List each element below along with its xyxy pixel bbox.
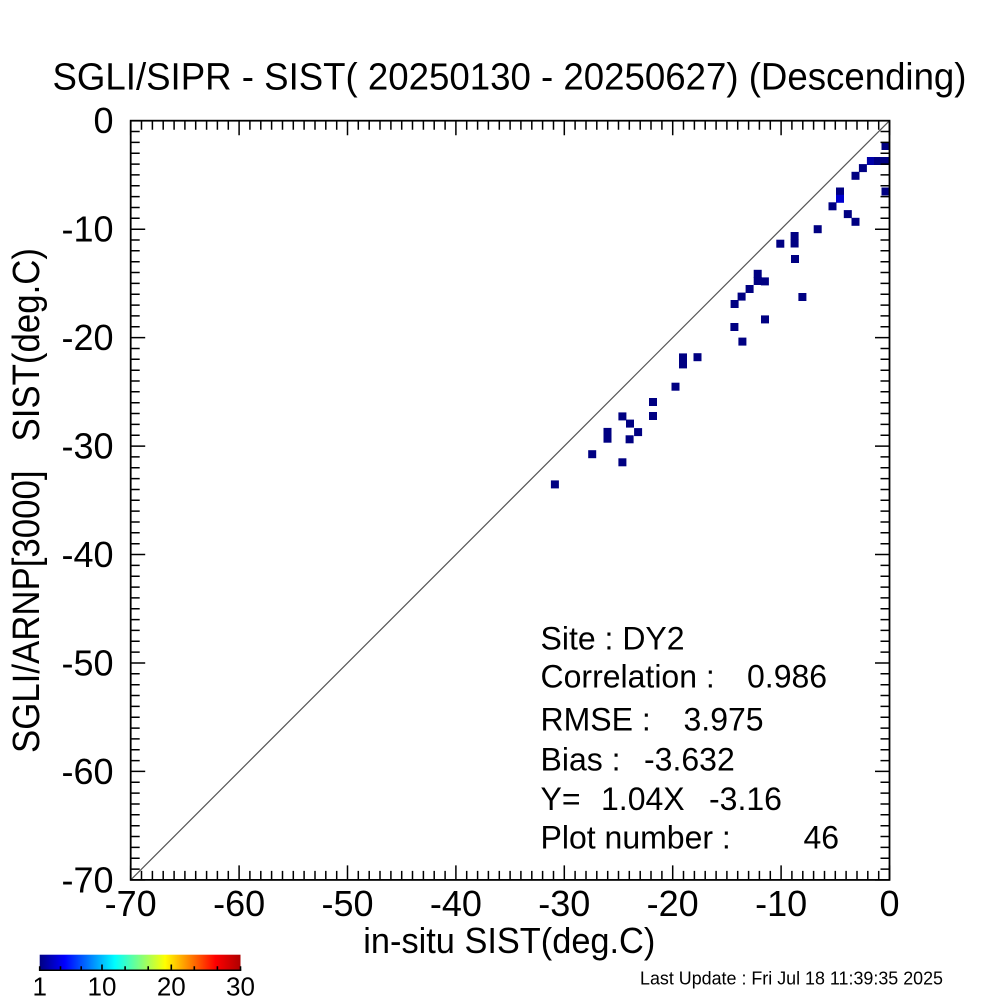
svg-text:0: 0 — [93, 100, 113, 141]
svg-text:Correlation :: Correlation : — [541, 659, 715, 695]
svg-text:1: 1 — [32, 972, 46, 1000]
svg-text:0.986: 0.986 — [747, 659, 827, 695]
svg-text:-30: -30 — [538, 883, 590, 924]
svg-text:-20: -20 — [61, 317, 113, 358]
svg-text:-60: -60 — [61, 751, 113, 792]
svg-text:SGLI/ARNP[3000] SIST(deg.C): SGLI/ARNP[3000] SIST(deg.C) — [6, 248, 48, 753]
svg-text:Bias :: Bias : — [541, 742, 621, 778]
svg-text:-60: -60 — [213, 883, 265, 924]
svg-text:in-situ SIST(deg.C): in-situ SIST(deg.C) — [363, 920, 655, 961]
svg-text:20: 20 — [157, 972, 186, 1000]
svg-text:Last Update : Fri Jul 18 11:39: Last Update : Fri Jul 18 11:39:35 2025 — [640, 968, 943, 989]
svg-text:0: 0 — [879, 883, 899, 924]
svg-text:RMSE :: RMSE : — [541, 702, 651, 738]
svg-text:-50: -50 — [61, 643, 113, 684]
svg-text:-70: -70 — [105, 883, 157, 924]
svg-text:-40: -40 — [61, 534, 113, 575]
svg-text:-70: -70 — [61, 859, 113, 900]
svg-text:-50: -50 — [321, 883, 373, 924]
svg-text:Plot number :: Plot number : — [541, 820, 731, 856]
svg-text:-30: -30 — [61, 426, 113, 467]
svg-text:30: 30 — [226, 972, 255, 1000]
svg-text:-3.632: -3.632 — [644, 742, 735, 778]
svg-text:Site : DY2: Site : DY2 — [541, 621, 685, 657]
svg-text:Y=: Y= — [541, 781, 581, 817]
svg-text:10: 10 — [88, 972, 117, 1000]
svg-text:-10: -10 — [61, 209, 113, 250]
svg-text:46: 46 — [804, 820, 840, 856]
svg-text:-40: -40 — [430, 883, 482, 924]
svg-text:-3.16: -3.16 — [709, 781, 782, 817]
svg-text:SGLI/SIPR - SIST( 20250130 - 2: SGLI/SIPR - SIST( 20250130 - 20250627) (… — [53, 57, 967, 99]
svg-text:3.975: 3.975 — [684, 702, 764, 738]
svg-text:1.04X: 1.04X — [601, 781, 685, 817]
svg-text:-10: -10 — [755, 883, 807, 924]
svg-text:-20: -20 — [647, 883, 699, 924]
